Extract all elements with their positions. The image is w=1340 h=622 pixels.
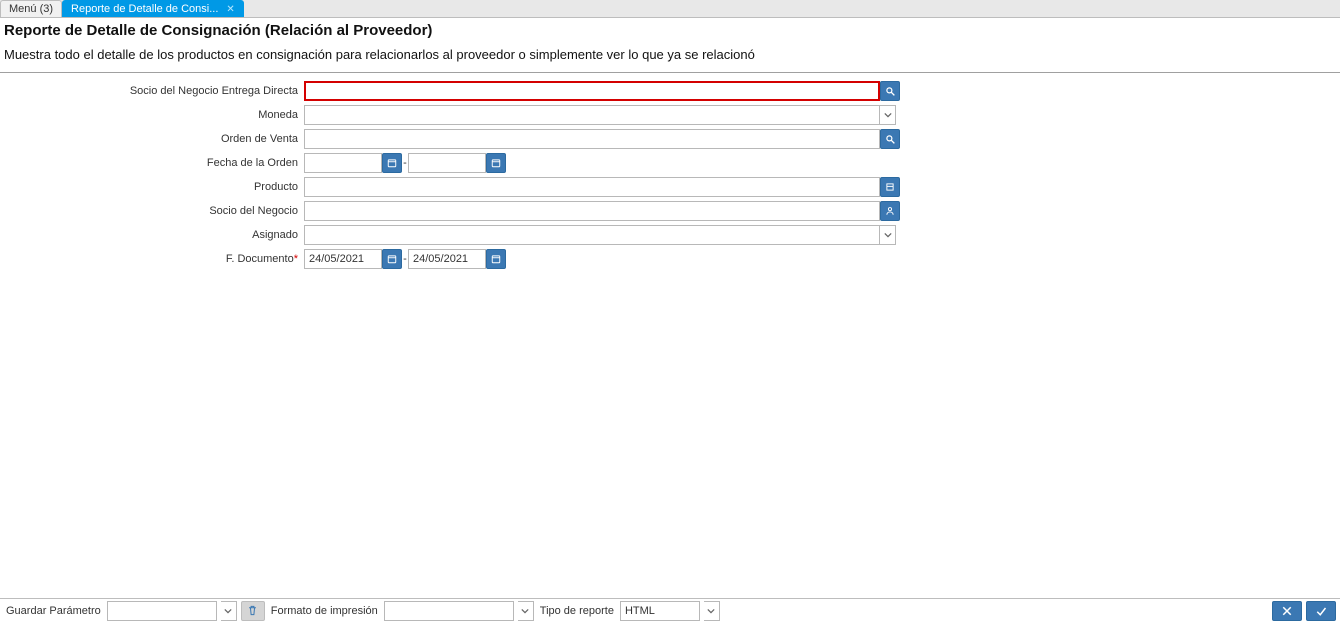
- lookup-icon[interactable]: [880, 81, 900, 101]
- chevron-down-icon[interactable]: [221, 601, 237, 621]
- input-orden-venta[interactable]: [304, 129, 880, 149]
- calendar-icon[interactable]: [382, 153, 402, 173]
- row-socio-negocio: Socio del Negocio: [0, 199, 1340, 223]
- calendar-icon[interactable]: [382, 249, 402, 269]
- input-socio-entrega-directa[interactable]: [304, 81, 880, 101]
- chevron-down-icon[interactable]: [880, 105, 896, 125]
- row-socio-entrega-directa: Socio del Negocio Entrega Directa: [0, 79, 1340, 103]
- close-icon[interactable]: ✕: [226, 4, 234, 15]
- label-socio-negocio: Socio del Negocio: [0, 205, 304, 217]
- input-producto[interactable]: [304, 177, 880, 197]
- row-moneda: Moneda: [0, 103, 1340, 127]
- label-socio-entrega-directa: Socio del Negocio Entrega Directa: [0, 85, 304, 97]
- row-producto: Producto: [0, 175, 1340, 199]
- footer-bar: Guardar Parámetro Formato de impresión T…: [0, 598, 1340, 622]
- cancel-button[interactable]: [1272, 601, 1302, 621]
- input-fecha-orden-to[interactable]: [408, 153, 486, 173]
- label-producto: Producto: [0, 181, 304, 193]
- row-f-documento: F. Documento* -: [0, 247, 1340, 271]
- tab-active-label: Reporte de Detalle de Consi...: [71, 3, 218, 15]
- label-asignado: Asignado: [0, 229, 304, 241]
- row-fecha-orden: Fecha de la Orden -: [0, 151, 1340, 175]
- row-orden-venta: Orden de Venta: [0, 127, 1340, 151]
- input-guardar-parametro[interactable]: [107, 601, 217, 621]
- tab-active-report[interactable]: Reporte de Detalle de Consi... ✕: [62, 0, 244, 17]
- label-f-documento: F. Documento*: [0, 253, 304, 265]
- page-header: Reporte de Detalle de Consignación (Rela…: [0, 18, 1340, 73]
- input-formato-impresion[interactable]: [384, 601, 514, 621]
- label-tipo-reporte: Tipo de reporte: [538, 605, 616, 617]
- tab-bar: Menú (3) Reporte de Detalle de Consi... …: [0, 0, 1340, 18]
- form-area: Socio del Negocio Entrega Directa Moneda…: [0, 73, 1340, 271]
- input-f-documento-from[interactable]: [304, 249, 382, 269]
- product-icon[interactable]: [880, 177, 900, 197]
- label-guardar-parametro: Guardar Parámetro: [4, 605, 103, 617]
- input-f-documento-to[interactable]: [408, 249, 486, 269]
- page-title: Reporte de Detalle de Consignación (Rela…: [4, 22, 1336, 39]
- label-orden-venta: Orden de Venta: [0, 133, 304, 145]
- row-asignado: Asignado: [0, 223, 1340, 247]
- input-fecha-orden-from[interactable]: [304, 153, 382, 173]
- chevron-down-icon[interactable]: [518, 601, 534, 621]
- label-f-documento-text: F. Documento: [226, 253, 294, 265]
- input-asignado[interactable]: [304, 225, 880, 245]
- calendar-icon[interactable]: [486, 153, 506, 173]
- trash-icon[interactable]: [241, 601, 265, 621]
- input-socio-negocio[interactable]: [304, 201, 880, 221]
- input-moneda[interactable]: [304, 105, 880, 125]
- label-fecha-orden: Fecha de la Orden: [0, 157, 304, 169]
- page-description: Muestra todo el detalle de los productos…: [4, 47, 1336, 62]
- required-marker: *: [294, 253, 298, 265]
- input-tipo-reporte[interactable]: [620, 601, 700, 621]
- calendar-icon[interactable]: [486, 249, 506, 269]
- tab-menu[interactable]: Menú (3): [0, 0, 62, 17]
- confirm-button[interactable]: [1306, 601, 1336, 621]
- tab-menu-label: Menú (3): [9, 3, 53, 15]
- label-formato-impresion: Formato de impresión: [269, 605, 380, 617]
- chevron-down-icon[interactable]: [880, 225, 896, 245]
- partner-icon[interactable]: [880, 201, 900, 221]
- lookup-icon[interactable]: [880, 129, 900, 149]
- label-moneda: Moneda: [0, 109, 304, 121]
- chevron-down-icon[interactable]: [704, 601, 720, 621]
